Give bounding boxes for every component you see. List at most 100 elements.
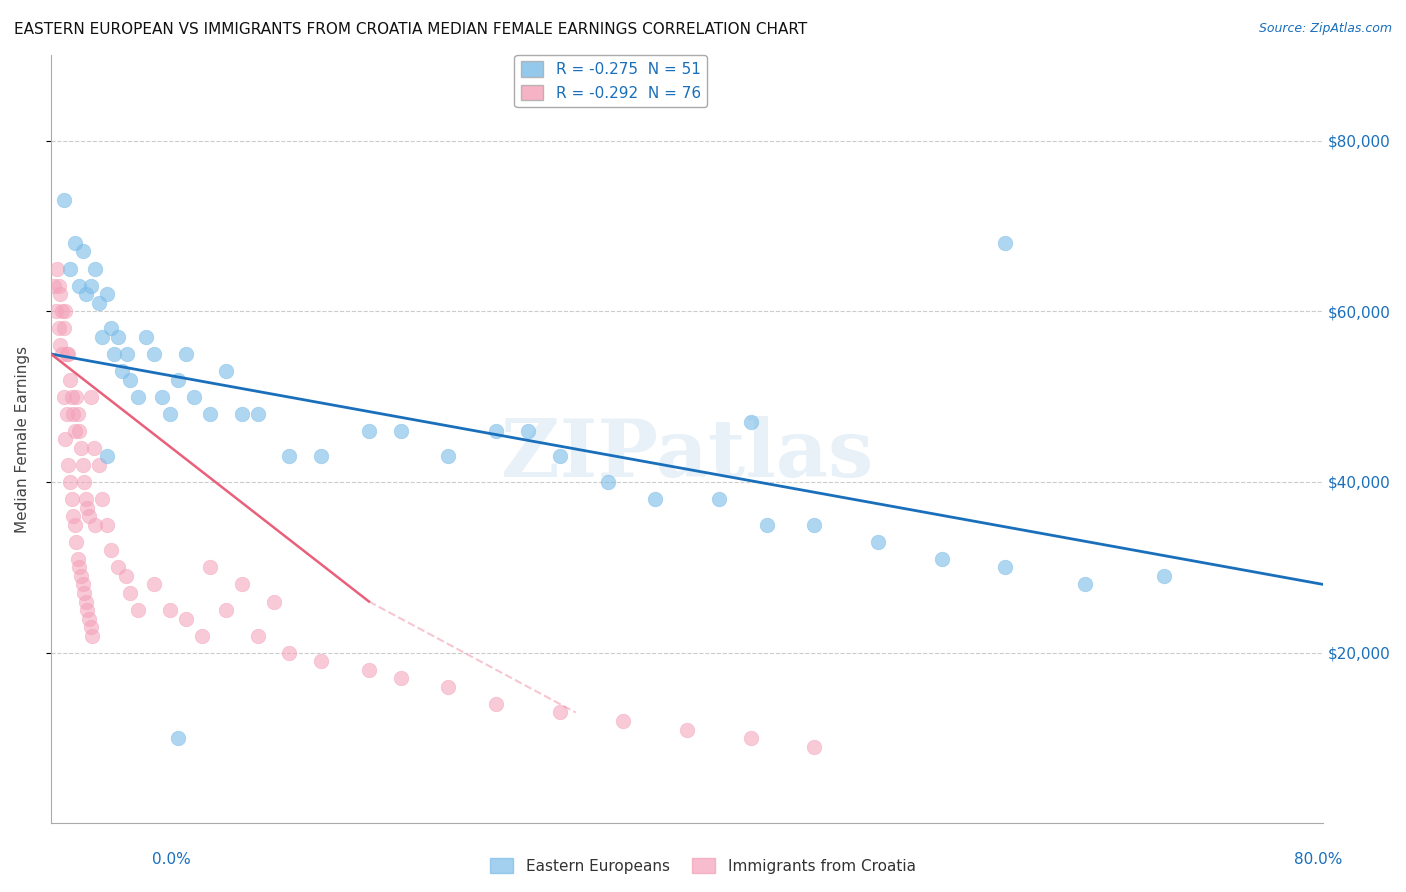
- Point: [183, 390, 205, 404]
- Point: [389, 671, 412, 685]
- Point: [357, 424, 380, 438]
- Point: [114, 569, 136, 583]
- Point: [127, 603, 149, 617]
- Point: [63, 235, 86, 250]
- Point: [159, 407, 181, 421]
- Point: [60, 390, 83, 404]
- Point: [309, 654, 332, 668]
- Point: [100, 543, 122, 558]
- Point: [63, 517, 86, 532]
- Point: [90, 491, 112, 506]
- Point: [96, 517, 118, 532]
- Point: [87, 295, 110, 310]
- Point: [231, 577, 253, 591]
- Point: [72, 458, 94, 472]
- Point: [77, 509, 100, 524]
- Point: [73, 586, 96, 600]
- Point: [1153, 569, 1175, 583]
- Point: [55, 347, 77, 361]
- Point: [52, 390, 75, 404]
- Point: [755, 517, 778, 532]
- Point: [52, 321, 75, 335]
- Point: [79, 390, 101, 404]
- Y-axis label: Median Female Earnings: Median Female Earnings: [15, 346, 30, 533]
- Point: [77, 611, 100, 625]
- Point: [931, 551, 953, 566]
- Point: [59, 373, 82, 387]
- Point: [167, 731, 190, 745]
- Point: [48, 278, 70, 293]
- Point: [48, 321, 70, 335]
- Point: [174, 611, 197, 625]
- Point: [994, 560, 1017, 574]
- Point: [111, 364, 134, 378]
- Point: [191, 629, 214, 643]
- Point: [437, 450, 460, 464]
- Point: [215, 603, 238, 617]
- Point: [42, 278, 65, 293]
- Point: [87, 458, 110, 472]
- Point: [174, 347, 197, 361]
- Point: [62, 509, 84, 524]
- Point: [707, 491, 730, 506]
- Point: [150, 390, 173, 404]
- Point: [159, 603, 181, 617]
- Point: [62, 407, 84, 421]
- Point: [66, 407, 89, 421]
- Point: [246, 629, 269, 643]
- Point: [120, 373, 142, 387]
- Point: [120, 586, 142, 600]
- Point: [46, 261, 69, 276]
- Point: [1073, 577, 1095, 591]
- Point: [357, 663, 380, 677]
- Point: [103, 347, 125, 361]
- Point: [45, 304, 67, 318]
- Point: [65, 534, 87, 549]
- Point: [246, 407, 269, 421]
- Point: [65, 390, 87, 404]
- Point: [58, 458, 80, 472]
- Point: [72, 577, 94, 591]
- Point: [278, 646, 301, 660]
- Point: [548, 450, 571, 464]
- Point: [143, 577, 166, 591]
- Point: [73, 475, 96, 489]
- Point: [96, 287, 118, 301]
- Point: [55, 407, 77, 421]
- Point: [485, 697, 508, 711]
- Point: [231, 407, 253, 421]
- Point: [49, 287, 72, 301]
- Point: [107, 330, 129, 344]
- Text: ZIPatlas: ZIPatlas: [501, 416, 873, 493]
- Point: [72, 244, 94, 259]
- Point: [143, 347, 166, 361]
- Point: [60, 491, 83, 506]
- Point: [66, 551, 89, 566]
- Point: [389, 424, 412, 438]
- Point: [69, 560, 91, 574]
- Point: [437, 680, 460, 694]
- Point: [69, 278, 91, 293]
- Text: EASTERN EUROPEAN VS IMMIGRANTS FROM CROATIA MEDIAN FEMALE EARNINGS CORRELATION C: EASTERN EUROPEAN VS IMMIGRANTS FROM CROA…: [14, 22, 807, 37]
- Point: [84, 261, 107, 276]
- Point: [59, 261, 82, 276]
- Point: [75, 594, 97, 608]
- Text: 80.0%: 80.0%: [1295, 852, 1343, 867]
- Text: Source: ZipAtlas.com: Source: ZipAtlas.com: [1258, 22, 1392, 36]
- Point: [84, 517, 107, 532]
- Point: [644, 491, 666, 506]
- Point: [309, 450, 332, 464]
- Text: 0.0%: 0.0%: [152, 852, 191, 867]
- Point: [83, 441, 105, 455]
- Point: [485, 424, 508, 438]
- Point: [107, 560, 129, 574]
- Point: [866, 534, 889, 549]
- Point: [596, 475, 619, 489]
- Point: [198, 560, 221, 574]
- Point: [58, 347, 80, 361]
- Point: [135, 330, 157, 344]
- Point: [167, 373, 190, 387]
- Point: [96, 450, 118, 464]
- Point: [198, 407, 221, 421]
- Point: [740, 415, 762, 429]
